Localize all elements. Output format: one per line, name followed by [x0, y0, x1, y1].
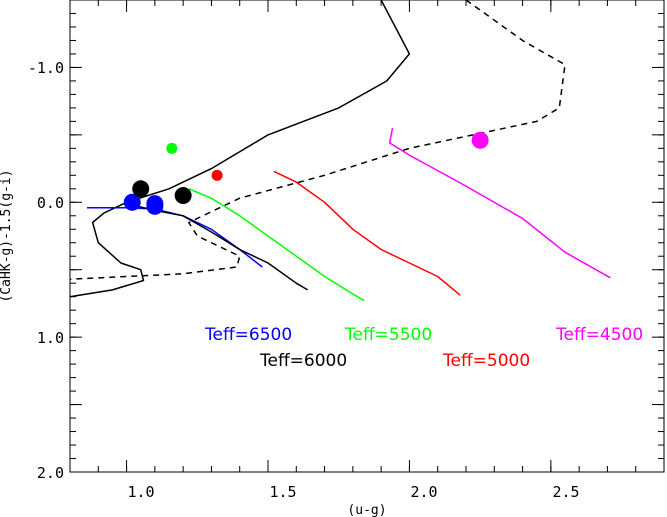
data-point	[211, 169, 223, 181]
plot-frame	[69, 0, 665, 473]
series-teff-5000	[273, 170, 461, 296]
y-tick-label: -1.0	[28, 59, 64, 77]
series-dashed-boundary	[69, 0, 566, 280]
series-layer	[69, 0, 611, 302]
annotation-teff-5500: Teff=5500	[344, 325, 432, 345]
minor-ticks	[69, 0, 665, 473]
series-solid-boundary	[69, 0, 411, 298]
data-point	[132, 180, 150, 198]
data-point	[471, 131, 489, 149]
annotation-teff-4500: Teff=4500	[555, 325, 643, 345]
points-layer	[123, 131, 489, 215]
annotation-teff-5000: Teff=5000	[442, 351, 530, 371]
data-point	[166, 142, 178, 154]
data-point	[123, 193, 141, 211]
series-teff-5500	[188, 188, 365, 302]
series-teff-4500	[388, 127, 611, 279]
x-tick-label: 2.0	[410, 483, 437, 501]
y-tick-label: 2.0	[37, 464, 64, 482]
annotation-teff-6500: Teff=6500	[204, 325, 292, 345]
y-axis-label: (CaHK-g)-1.5(g-i)	[0, 169, 14, 302]
y-tick-label: 1.0	[37, 329, 64, 347]
data-point	[174, 187, 192, 205]
x-tick-label: 1.0	[127, 483, 154, 501]
annotation-teff-6000: Teff=6000	[259, 351, 347, 371]
major-ticks	[70, 0, 664, 473]
x-tick-label: 2.5	[552, 483, 579, 501]
series-teff-6000	[132, 204, 308, 291]
data-point	[146, 197, 164, 215]
x-axis-label: (u-g)	[347, 503, 386, 517]
series-teff-6500	[87, 206, 263, 268]
x-tick-label: 1.5	[269, 483, 296, 501]
y-tick-label: 0.0	[37, 194, 64, 212]
